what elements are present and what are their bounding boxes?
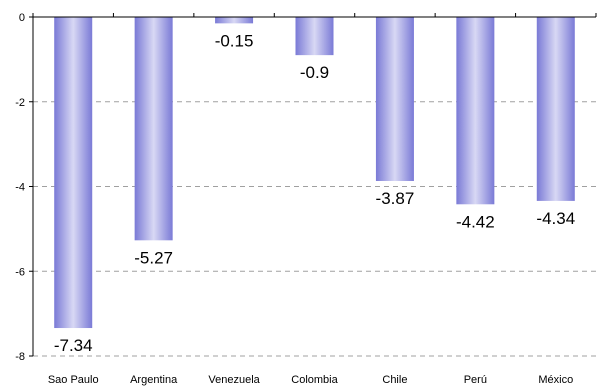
data-label-2: -0.15 (215, 31, 254, 50)
bar-4 (375, 17, 414, 181)
data-label-6: -4.34 (536, 209, 575, 228)
data-label-4: -3.87 (376, 189, 415, 208)
bar-2 (215, 17, 254, 24)
data-label-5: -4.42 (456, 212, 495, 231)
category-label-1: Argentina (130, 374, 178, 386)
category-label-6: México (538, 374, 573, 386)
bars (54, 17, 575, 329)
bar-3 (295, 17, 334, 56)
data-label-3: -0.9 (300, 63, 329, 82)
category-label-3: Colombia (291, 374, 338, 386)
data-label-1: -5.27 (134, 248, 173, 267)
y-tick-label-1: -2 (15, 97, 25, 109)
bar-6 (536, 17, 575, 201)
category-label-5: Perú (464, 374, 487, 386)
y-tick-label-4: -8 (15, 351, 25, 363)
category-label-0: Sao Paulo (48, 374, 99, 386)
y-tick-label-3: -6 (15, 266, 25, 278)
y-tick-label-2: -4 (15, 182, 25, 194)
axes (29, 13, 597, 357)
bar-5 (456, 17, 495, 205)
bar-1 (134, 17, 173, 241)
category-label-2: Venezuela (208, 374, 260, 386)
gridlines (33, 101, 596, 357)
labels: 0 -2 -4 -6 -8 Sao Paulo Argentina Venezuela Colo… (15, 12, 575, 386)
data-label-0: -7.34 (54, 336, 93, 355)
bar-0 (54, 17, 93, 329)
category-label-4: Chile (382, 374, 407, 386)
y-tick-label-0: 0 (19, 12, 25, 24)
